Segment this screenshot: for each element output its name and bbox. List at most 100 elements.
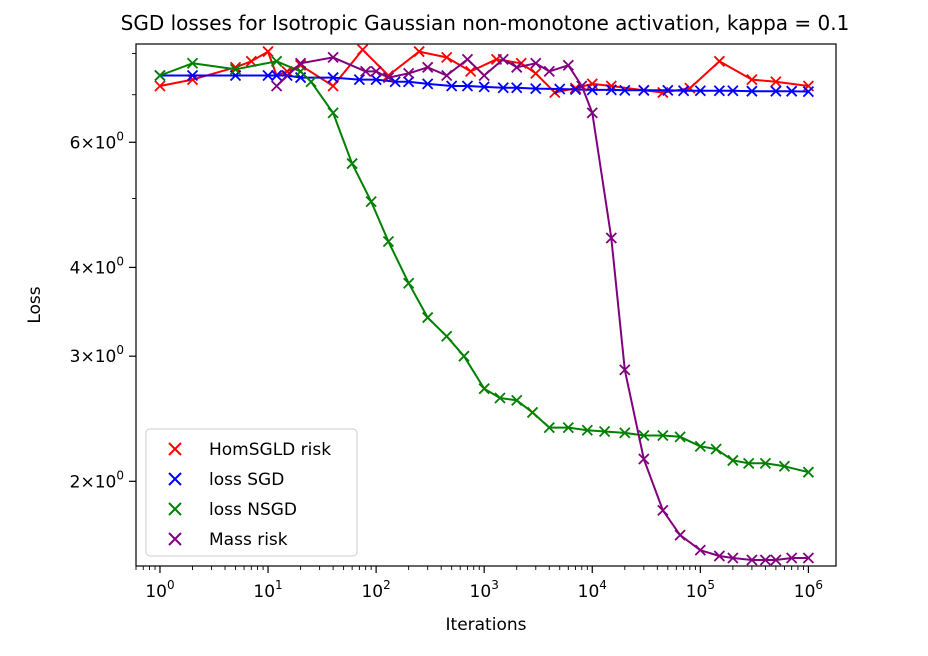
data-point [382, 71, 395, 84]
data-point [677, 85, 690, 97]
data-point [526, 406, 539, 419]
data-point [294, 57, 307, 69]
series-line [160, 74, 809, 93]
x-tick-label: 105 [686, 578, 715, 602]
data-point [446, 80, 458, 92]
data-point [382, 235, 395, 248]
y-axis: 2×100 3×100 4×100 6×100 [70, 53, 136, 492]
data-point [530, 57, 542, 69]
data-point [802, 85, 815, 98]
data-point [727, 454, 739, 467]
data-point [229, 61, 242, 73]
data-point [710, 443, 722, 455]
data-point [778, 460, 791, 472]
data-point [746, 74, 758, 86]
series-loss-sgd [154, 69, 815, 98]
data-point [586, 84, 598, 96]
data-point [186, 57, 199, 69]
data-point [543, 421, 555, 434]
x-tick-label: 102 [361, 578, 390, 602]
legend-label: Mass risk [209, 530, 288, 550]
data-point [662, 84, 674, 96]
x-axis-label: Iterations [446, 615, 527, 635]
data-point [638, 84, 650, 96]
data-point [356, 44, 369, 56]
series-line [159, 60, 809, 474]
data-point [403, 76, 415, 88]
data-point [270, 69, 283, 82]
data-point [530, 67, 542, 80]
data-point [802, 466, 815, 478]
data-point [186, 69, 199, 82]
data-point [586, 107, 598, 119]
data-point [746, 554, 758, 566]
legend-label: loss SGD [209, 470, 284, 490]
data-point [511, 82, 523, 94]
legend-marker [168, 532, 182, 546]
chart-title: SGD losses for Isotropic Gaussian non-mo… [121, 11, 850, 35]
data-point [370, 65, 382, 77]
data-point [770, 554, 782, 566]
data-point [353, 74, 366, 86]
data-point [270, 55, 283, 67]
plot-area [154, 44, 815, 566]
data-point [770, 76, 782, 88]
data-point [638, 453, 650, 465]
data-point [674, 529, 686, 541]
y-tick-label: 4×100 [70, 254, 124, 278]
data-point [270, 80, 283, 92]
data-point [154, 80, 166, 92]
x-tick-label: 104 [578, 578, 607, 602]
data-point [327, 51, 339, 64]
data-point [759, 457, 772, 469]
data-point [422, 311, 434, 324]
x-tick-label: 100 [145, 578, 174, 602]
data-point [569, 83, 582, 96]
data-point [262, 45, 274, 58]
data-point [370, 74, 382, 86]
plot-frame [135, 43, 837, 567]
x-tick-label: 106 [794, 578, 823, 602]
series-homsgld-risk [154, 44, 815, 99]
data-point [713, 85, 726, 97]
legend: HomSGLD risk loss SGD loss NSGD Mass risk [145, 428, 358, 557]
data-point [543, 65, 555, 77]
data-point [657, 504, 669, 517]
legend-label: loss NSGD [209, 500, 297, 520]
series-loss-nsgd [154, 55, 815, 478]
data-point [494, 392, 506, 404]
data-point [530, 82, 542, 95]
data-point [694, 85, 706, 97]
data-point [327, 80, 339, 92]
legend-marker [168, 502, 182, 516]
data-point [360, 65, 372, 77]
data-point [422, 61, 434, 73]
data-point [694, 440, 706, 452]
y-axis-label: Loss [25, 286, 45, 323]
data-point [576, 80, 588, 92]
data-point [422, 78, 434, 90]
data-point [598, 425, 611, 438]
y-tick-label: 6×100 [70, 129, 124, 153]
x-axis: 100 101 102 103 104 105 106 [135, 566, 823, 602]
data-point [497, 82, 509, 94]
data-point [674, 431, 686, 443]
data-point [413, 45, 425, 58]
data-point [441, 69, 453, 82]
data-point [694, 544, 706, 556]
legend-box [145, 428, 358, 557]
data-point [403, 67, 415, 80]
data-point [605, 232, 617, 244]
data-point [743, 457, 755, 469]
data-point [770, 85, 782, 97]
data-point [305, 76, 317, 88]
legend-label: HomSGLD risk [209, 440, 331, 460]
data-point [403, 277, 415, 289]
data-point [458, 350, 470, 362]
data-point [554, 83, 566, 95]
data-point [727, 85, 739, 97]
data-point [511, 394, 523, 406]
data-point [713, 550, 726, 562]
data-point [619, 84, 631, 96]
